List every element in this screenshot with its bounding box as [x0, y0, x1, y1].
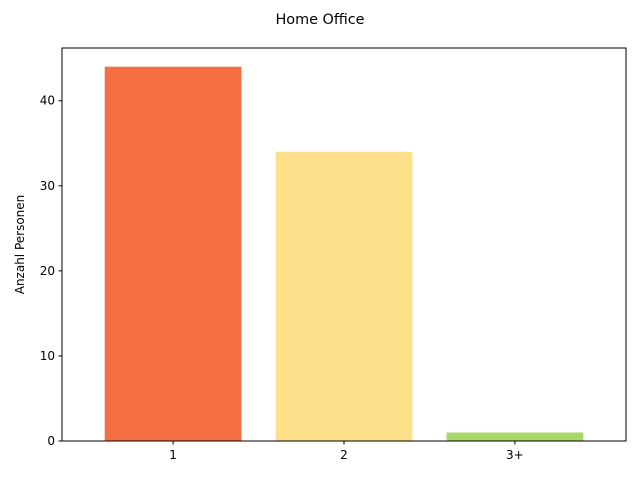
x-axis-ticks: 1 2 3+: [169, 441, 524, 462]
x-tick-label: 3+: [506, 448, 524, 462]
chart-title: Home Office: [275, 12, 364, 28]
y-tick-label: 0: [47, 434, 55, 448]
y-tick-label: 40: [40, 94, 55, 108]
bars-group: [104, 66, 584, 441]
x-tick-label: 1: [169, 448, 177, 462]
y-tick-label: 10: [40, 349, 55, 363]
bar-3+: [446, 432, 584, 441]
y-axis-label: Anzahl Personen: [13, 195, 27, 295]
bar-2: [275, 151, 413, 441]
bar-1: [104, 66, 242, 441]
y-tick-label: 30: [40, 179, 55, 193]
y-axis-ticks: 0 10 20 30 40: [40, 94, 62, 448]
x-tick-label: 2: [340, 448, 348, 462]
y-tick-label: 20: [40, 264, 55, 278]
